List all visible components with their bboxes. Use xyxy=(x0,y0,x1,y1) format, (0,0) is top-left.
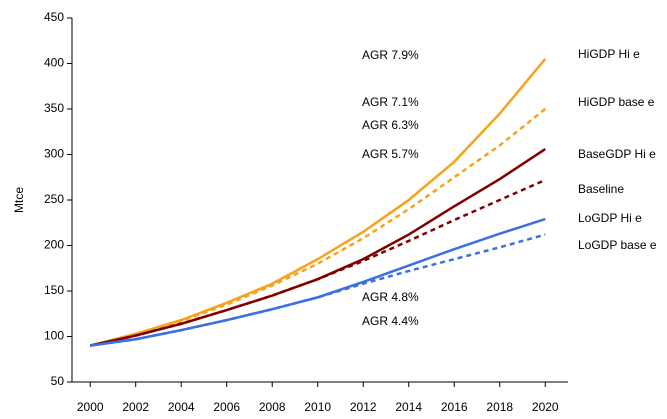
y-tick-label: 100 xyxy=(44,329,64,343)
series-label: BaseGDP Hi e xyxy=(578,147,656,161)
y-axis-label: Mtce xyxy=(12,187,26,213)
x-tick-label: 2018 xyxy=(486,400,513,414)
y-tick-label: 450 xyxy=(44,10,64,24)
annotation: AGR 5.7% xyxy=(362,147,419,161)
x-tick-label: 2002 xyxy=(122,400,149,414)
annotation: AGR 6.3% xyxy=(362,118,419,132)
series-label: LoGDP Hi e xyxy=(578,211,642,225)
y-tick-label: 250 xyxy=(44,192,64,206)
y-tick-label: 300 xyxy=(44,147,64,161)
y-tick-label: 350 xyxy=(44,101,64,115)
series-label: HiGDP base e xyxy=(578,95,655,109)
x-tick-label: 2008 xyxy=(259,400,286,414)
x-tick-label: 2014 xyxy=(395,400,422,414)
y-tick-label: 400 xyxy=(44,56,64,70)
y-tick-label: 50 xyxy=(51,374,65,388)
series-line xyxy=(90,233,546,347)
x-tick-label: 2006 xyxy=(213,400,240,414)
x-tick-label: 2020 xyxy=(532,400,559,414)
annotation: AGR 7.9% xyxy=(362,48,419,62)
series-label: HiGDP Hi e xyxy=(578,47,640,61)
x-tick-label: 2004 xyxy=(168,400,195,414)
x-tick-label: 2000 xyxy=(77,400,104,414)
y-tick-label: 200 xyxy=(44,238,64,252)
x-tick-label: 2012 xyxy=(350,400,377,414)
series-label: LoGDP base e xyxy=(578,238,657,252)
annotation: AGR 4.4% xyxy=(362,314,419,328)
y-tick-label: 150 xyxy=(44,283,64,297)
series-line xyxy=(89,178,546,347)
x-tick-label: 2016 xyxy=(441,400,468,414)
series-label: Baseline xyxy=(578,182,624,196)
series-line xyxy=(89,108,547,347)
x-tick-label: 2010 xyxy=(304,400,331,414)
annotation: AGR 4.8% xyxy=(362,290,419,304)
series-line xyxy=(89,147,546,347)
series-line xyxy=(89,58,547,347)
annotation: AGR 7.1% xyxy=(362,95,419,109)
